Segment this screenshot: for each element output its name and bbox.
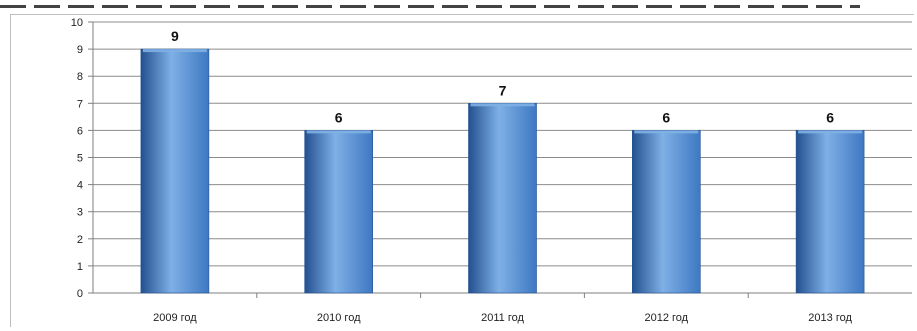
x-tick-label: 2013 год <box>808 312 852 324</box>
bar-top-highlight <box>306 130 371 134</box>
bar-top-highlight <box>142 49 207 53</box>
y-tick-label: 0 <box>77 288 83 300</box>
bar-top-highlight <box>798 130 863 134</box>
data-label: 6 <box>335 109 343 125</box>
x-tick-labels: 2009 год 2010 год 2011 год 2012 год 2013 год <box>153 312 852 324</box>
data-label: 9 <box>171 28 179 44</box>
data-label: 6 <box>826 109 834 125</box>
bar <box>304 130 374 294</box>
bars <box>140 48 865 294</box>
x-tick-label: 2009 год <box>153 312 197 324</box>
y-tick-label: 4 <box>77 180 83 192</box>
data-label: 7 <box>499 82 507 98</box>
data-label: 6 <box>662 109 670 125</box>
bar <box>631 130 701 294</box>
y-tick-label: 3 <box>77 207 83 219</box>
x-tick-label: 2010 год <box>317 312 361 324</box>
bar <box>140 48 210 294</box>
bar <box>468 103 537 294</box>
y-tick-label: 1 <box>77 261 83 273</box>
chart-border <box>10 14 914 327</box>
y-tick-label: 8 <box>77 71 83 83</box>
y-tick-label: 7 <box>77 98 83 110</box>
y-tick-label: 10 <box>71 17 83 29</box>
x-tick-label: 2012 год <box>645 312 689 324</box>
bar <box>795 130 865 294</box>
y-tick-labels: 0 1 2 3 4 5 6 7 8 9 10 <box>71 17 83 300</box>
x-tick-label: 2011 год <box>481 312 524 324</box>
y-tick-label: 5 <box>77 153 83 165</box>
y-tick-label: 2 <box>77 234 83 246</box>
y-tick-label: 6 <box>77 125 83 137</box>
cropped-header-strip <box>0 0 917 14</box>
y-tick-label: 9 <box>77 44 83 56</box>
data-labels: 9 6 7 6 6 <box>171 28 834 125</box>
bar-top-highlight <box>634 130 699 134</box>
bar-top-highlight <box>470 103 535 107</box>
